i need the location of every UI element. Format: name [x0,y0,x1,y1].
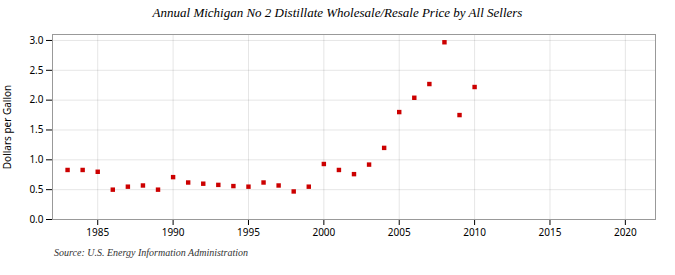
svg-text:3.0: 3.0 [29,33,43,47]
svg-text:2020: 2020 [614,225,637,239]
svg-text:2.0: 2.0 [29,92,43,106]
html-text:Annual Michigan No 2 Distillat: Annual Michigan No 2 Distillate Wholesal… [152,5,523,20]
svg-text:1995: 1995 [237,225,260,239]
svg-text:Dollars per Gallon: Dollars per Gallon [0,85,14,169]
svg-text:1985: 1985 [86,225,109,239]
svg-text:0.0: 0.0 [29,212,43,226]
svg-text:1.0: 1.0 [29,152,43,166]
svg-text:2000: 2000 [312,225,335,239]
svg-text:2005: 2005 [388,225,411,239]
svg-text:1.5: 1.5 [29,122,43,136]
svg-text:0.5: 0.5 [29,182,43,196]
svg-text:1990: 1990 [162,225,185,239]
svg-text:2010: 2010 [463,225,486,239]
svg-text:2015: 2015 [539,225,562,239]
html-text:Source: U.S. Energy Informatio: Source: U.S. Energy Information Administ… [54,247,249,258]
svg-text:2.5: 2.5 [29,63,43,77]
